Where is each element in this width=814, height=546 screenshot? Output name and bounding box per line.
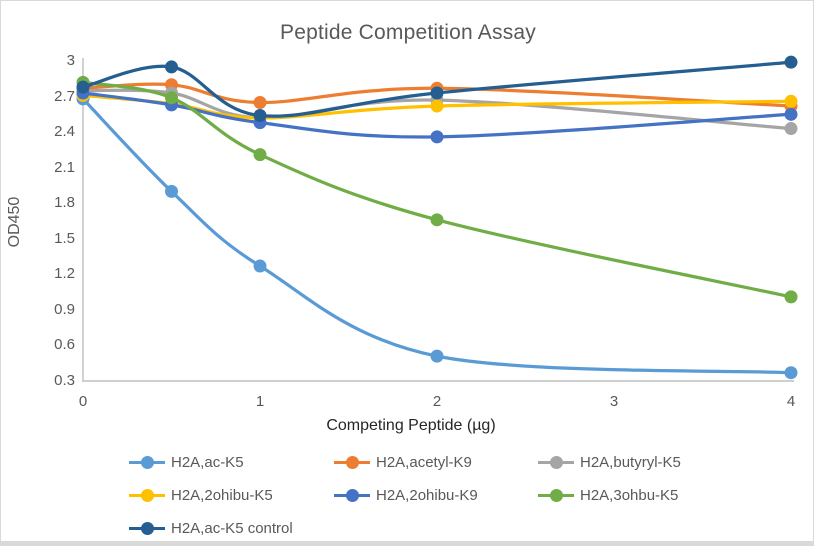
y-tick-label: 3 (66, 52, 75, 69)
series-marker (253, 95, 267, 109)
y-tick-label: 1.5 (54, 229, 75, 247)
series-line (81, 91, 793, 139)
y-tick-label: 0.9 (54, 300, 75, 318)
series-marker (784, 55, 798, 69)
series-marker (430, 86, 444, 100)
series-marker (253, 148, 267, 162)
series-marker (253, 109, 267, 123)
x-tick-label: 2 (432, 393, 442, 410)
y-axis-title: OD450 (6, 196, 23, 248)
y-tick-label: 0.6 (54, 336, 75, 354)
series-marker (784, 94, 798, 108)
y-tick-label: 1.8 (54, 194, 75, 212)
y-tick-label: 1.2 (54, 265, 75, 283)
x-tick-label: 3 (609, 393, 619, 410)
bottom-border-strip (1, 541, 813, 545)
series-marker (784, 122, 798, 136)
x-tick-label: 1 (255, 393, 265, 410)
x-axis-title: Competing Peptide (µg) (326, 417, 496, 434)
y-tick-label: 2.1 (54, 158, 75, 176)
x-tick-label: 4 (786, 393, 796, 410)
y-tick-label: 2.7 (54, 87, 75, 105)
series-marker (430, 130, 444, 144)
series-line (81, 97, 793, 375)
series-line (81, 82, 793, 108)
series-marker (165, 60, 178, 74)
series-marker (430, 213, 444, 227)
y-tick-label: 2.4 (54, 123, 75, 141)
series-marker (784, 107, 798, 121)
chart-title: Peptide Competition Assay (280, 21, 536, 44)
y-tick-label: 0.3 (54, 372, 75, 389)
series-marker (165, 184, 178, 198)
series-marker (76, 80, 90, 94)
series-line (81, 80, 793, 299)
series-marker (784, 366, 798, 380)
series-marker (430, 99, 444, 113)
series-marker (430, 349, 444, 363)
series-marker (165, 91, 178, 105)
x-tick-label: 0 (78, 393, 88, 410)
series-marker (784, 290, 798, 304)
series-marker (253, 259, 267, 273)
